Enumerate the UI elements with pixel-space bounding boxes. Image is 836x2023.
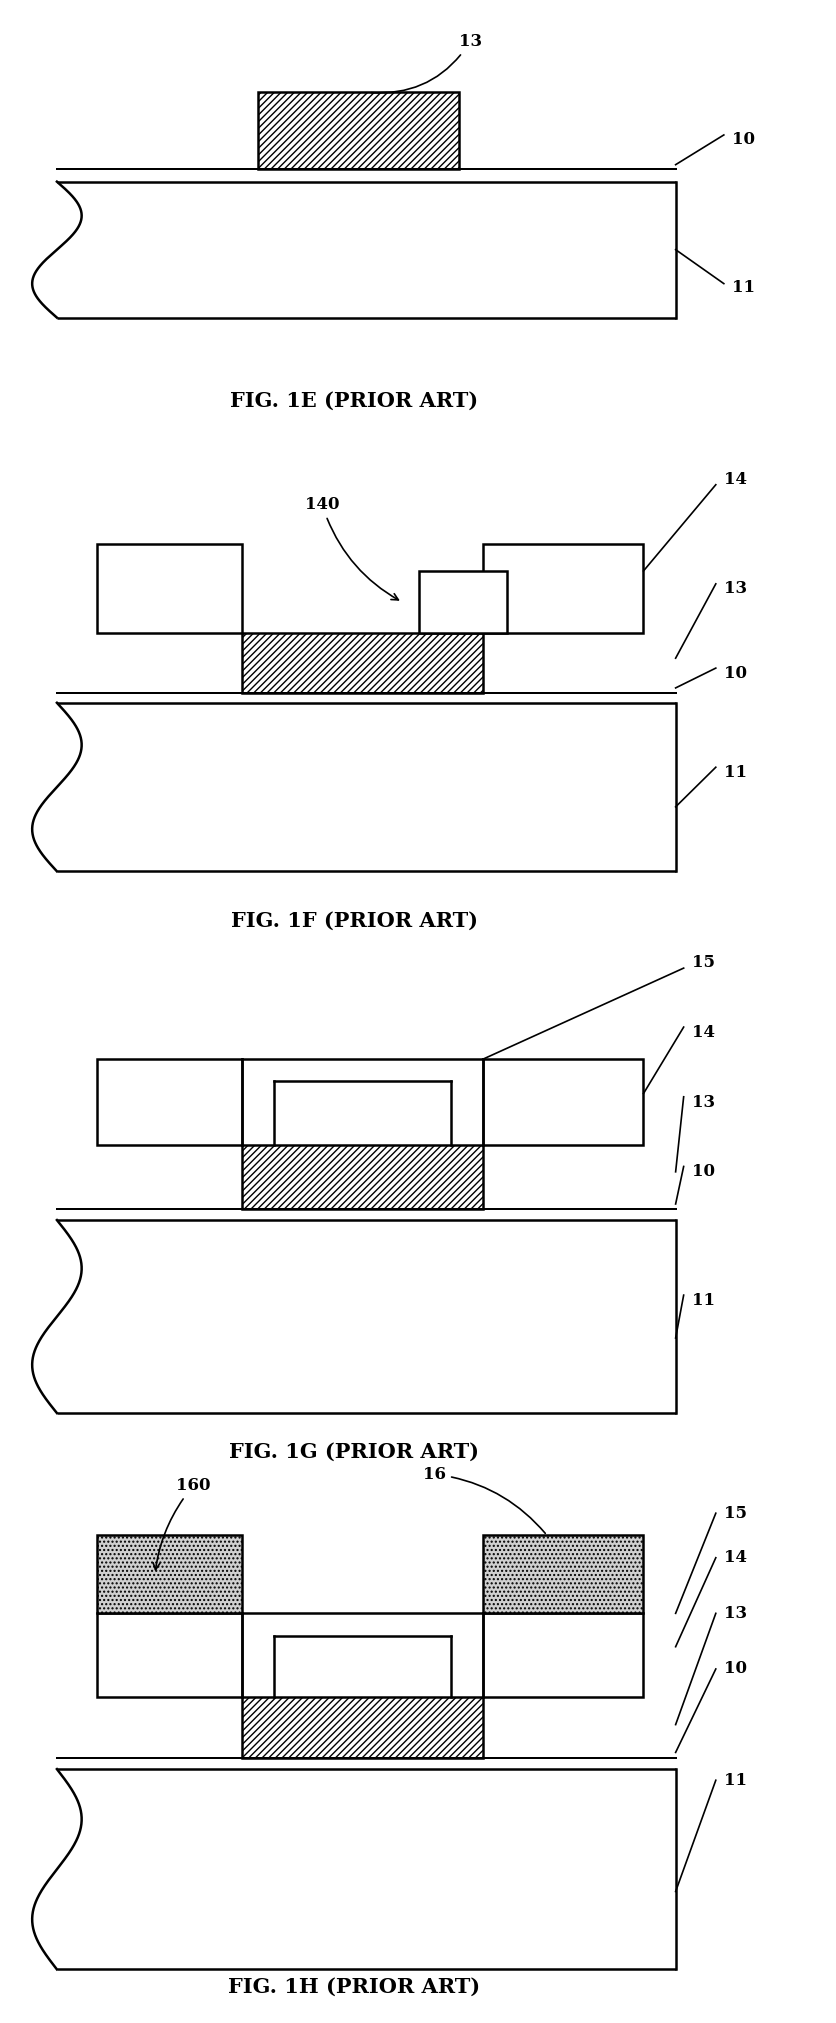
Bar — [418, 570, 507, 633]
Text: 14: 14 — [723, 1550, 746, 1566]
Text: 15: 15 — [723, 1505, 746, 1521]
Text: 15: 15 — [691, 955, 714, 971]
Bar — [97, 544, 242, 633]
Bar — [242, 1145, 482, 1210]
Text: 13: 13 — [723, 1604, 746, 1622]
Text: 11: 11 — [691, 1293, 714, 1309]
Text: 13: 13 — [723, 581, 746, 597]
Text: 10: 10 — [723, 664, 746, 682]
Text: 10: 10 — [691, 1163, 714, 1179]
Bar — [482, 1614, 643, 1697]
Bar — [482, 1060, 643, 1145]
Bar — [242, 633, 482, 694]
Text: FIG. 1H (PRIOR ART): FIG. 1H (PRIOR ART) — [228, 1976, 480, 1997]
Bar — [482, 1535, 643, 1614]
Text: 11: 11 — [723, 1772, 746, 1788]
Text: 10: 10 — [723, 1661, 746, 1677]
Text: 16: 16 — [422, 1467, 544, 1533]
Bar — [482, 544, 643, 633]
Text: 140: 140 — [304, 496, 398, 601]
Text: FIG. 1G (PRIOR ART): FIG. 1G (PRIOR ART) — [229, 1440, 479, 1461]
Text: 13: 13 — [370, 32, 482, 93]
Text: 14: 14 — [723, 471, 746, 488]
Text: 11: 11 — [723, 763, 746, 781]
Bar — [97, 1614, 242, 1697]
Bar — [97, 1535, 242, 1614]
Bar — [242, 1697, 482, 1758]
Text: FIG. 1F (PRIOR ART): FIG. 1F (PRIOR ART) — [231, 910, 477, 931]
Text: FIG. 1E (PRIOR ART): FIG. 1E (PRIOR ART) — [230, 390, 477, 411]
Text: 160: 160 — [153, 1477, 211, 1570]
Text: 11: 11 — [731, 279, 754, 297]
Text: 14: 14 — [691, 1024, 714, 1042]
Bar — [97, 1060, 242, 1145]
Text: 13: 13 — [691, 1094, 714, 1111]
Bar — [257, 93, 458, 170]
Text: 10: 10 — [731, 131, 754, 148]
